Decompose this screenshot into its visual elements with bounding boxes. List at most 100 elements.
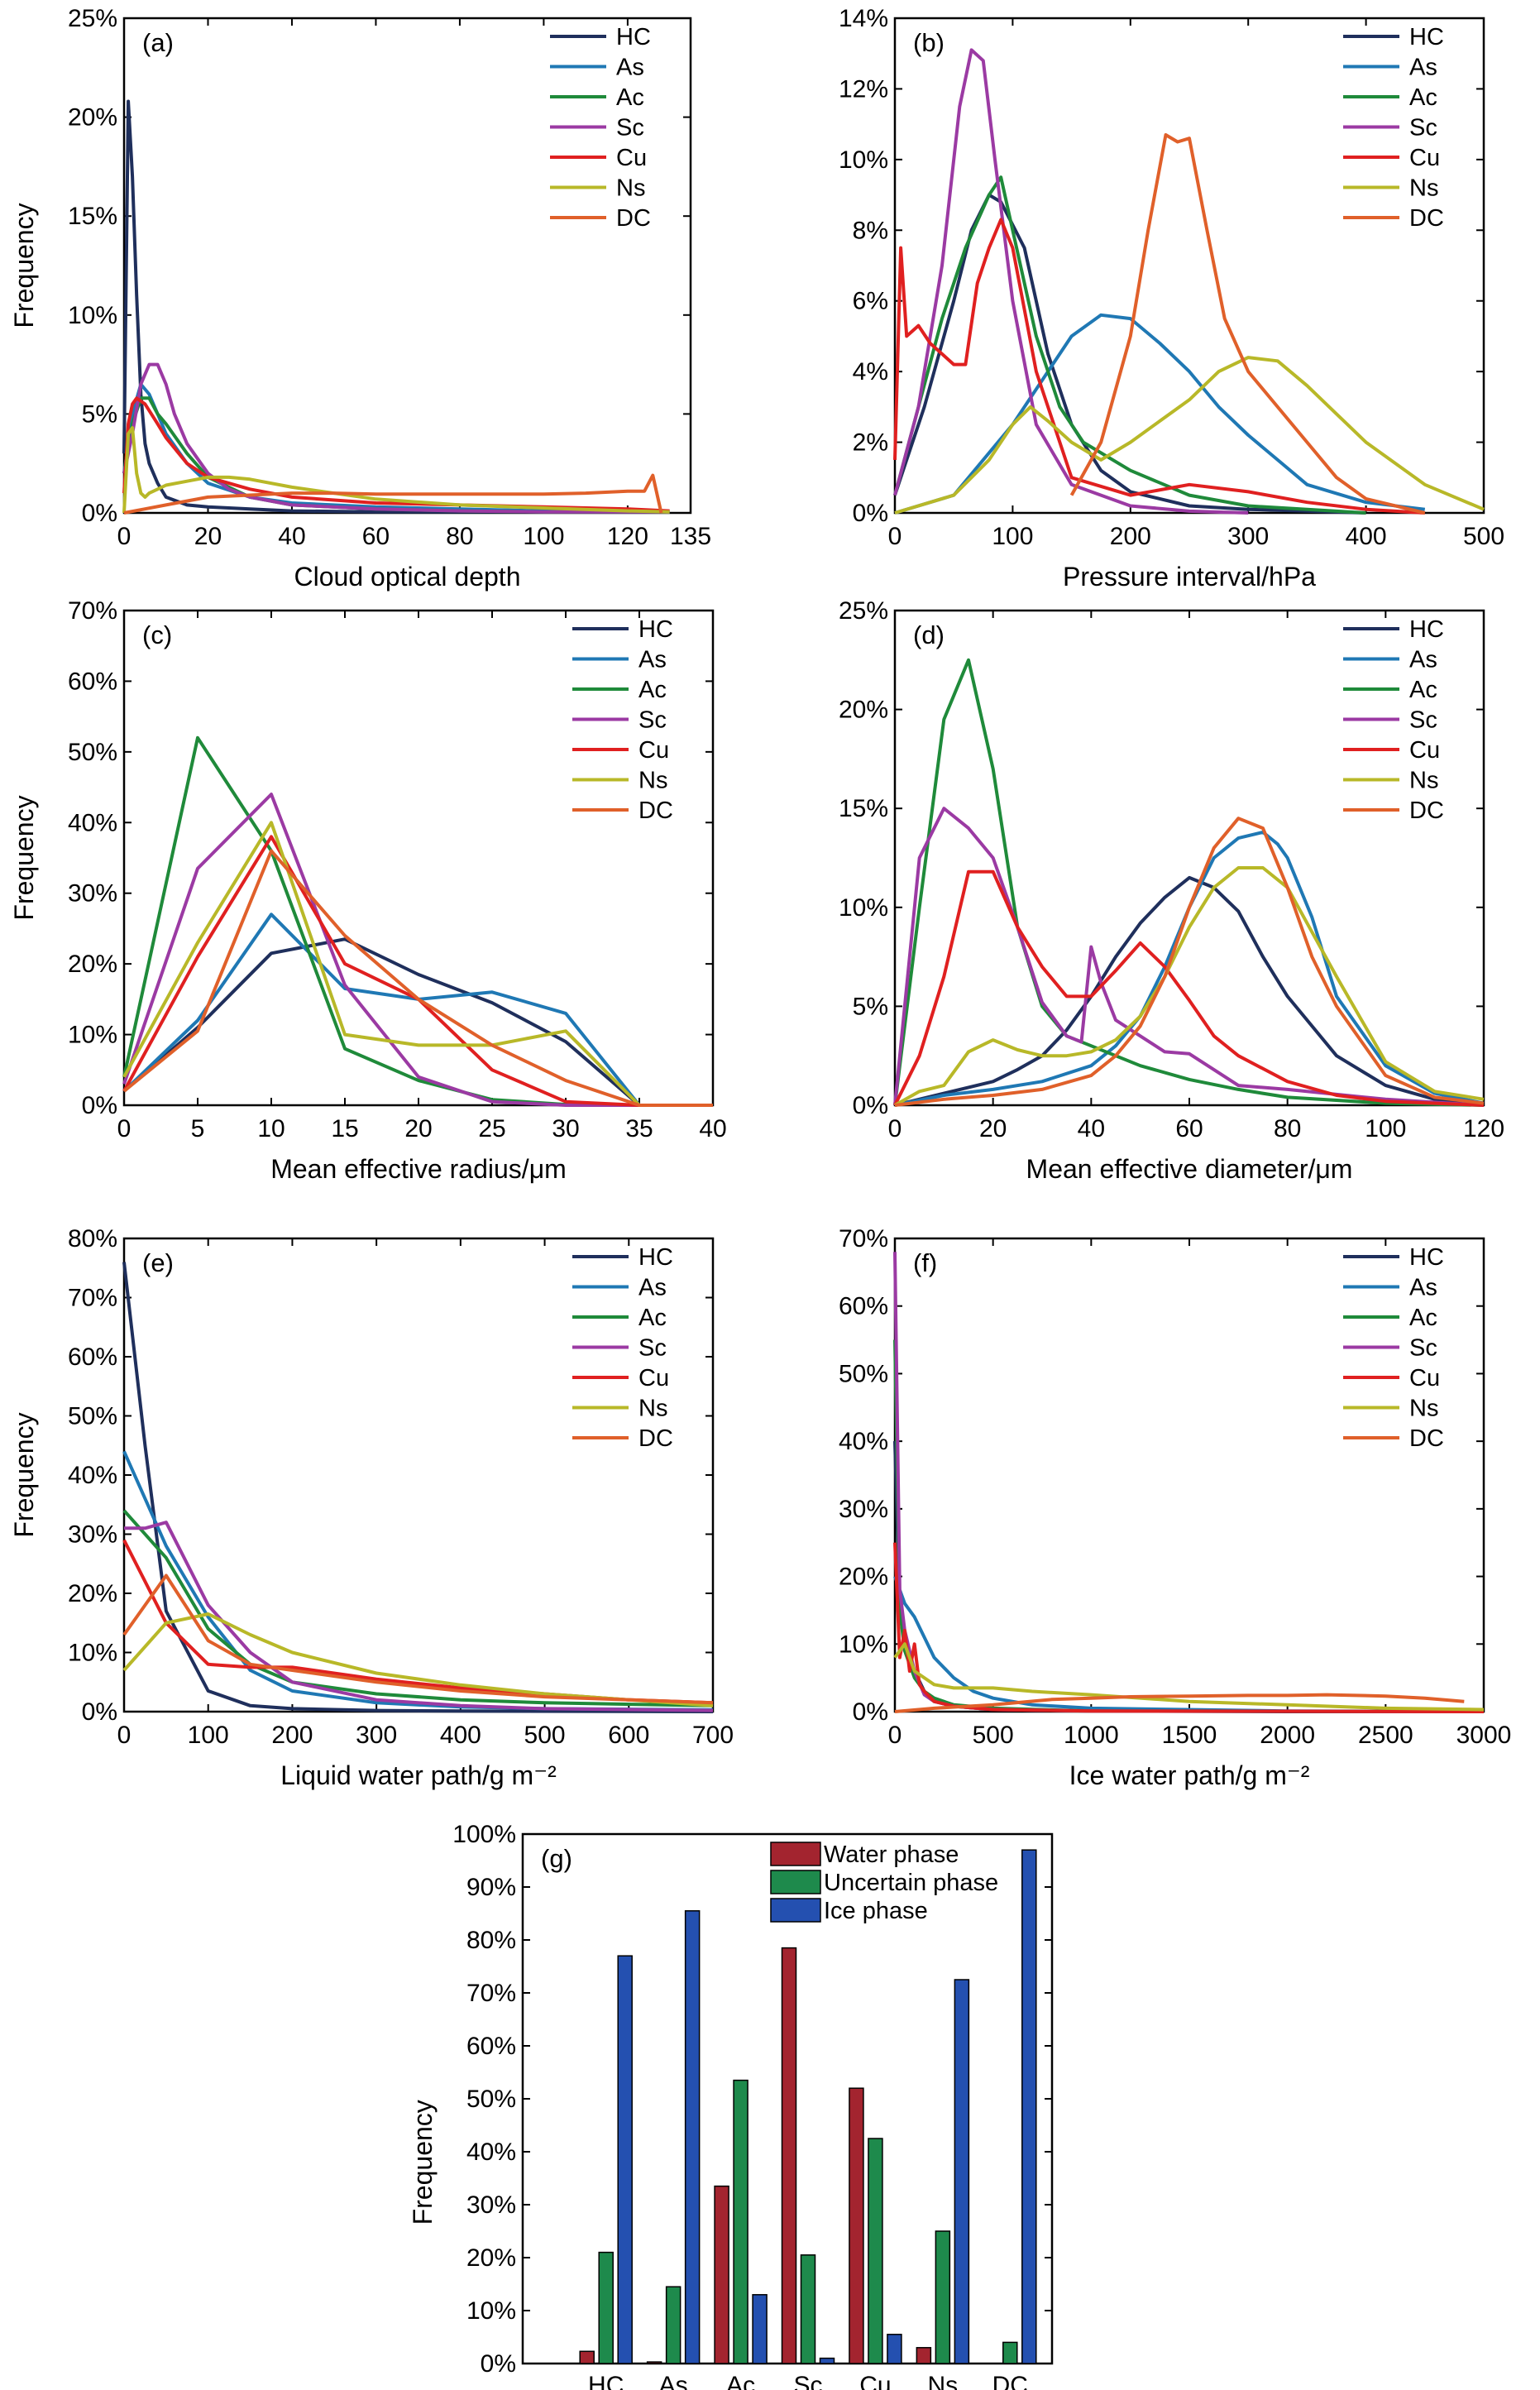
y-tick-label: 70% [466,1980,516,2007]
x-tick-label: 30 [552,1115,579,1142]
x-tick-label: 120 [1463,1115,1504,1142]
legend-label-As: As [638,1275,667,1301]
series-line-Sc [122,362,670,514]
y-tick-label: 0% [481,2350,516,2378]
legend-label-DC: DC [638,1425,673,1452]
x-tick-label: 3000 [1456,1722,1512,1749]
x-axis-title: Mean effective diameter/μm [1026,1154,1353,1184]
x-tick-label: Sc [793,2372,822,2390]
x-axis-title: Cloud optical depth [294,562,521,592]
legend-label-Cu: Cu [616,145,647,171]
series-line-Cu [893,218,1425,515]
y-tick-label: 20% [466,2244,516,2272]
legend-label-Cu: Cu [638,1365,669,1391]
x-tick-label: 500 [1463,523,1504,550]
legend-label-Ns: Ns [638,768,667,794]
plot-frame [122,17,692,515]
legend-label-As: As [616,55,644,81]
series-line-Ns [893,1642,1485,1712]
x-axis-title: Mean effective radius/μm [270,1154,567,1184]
legend-label-As: As [1409,1275,1437,1301]
y-tick-label: 60% [68,1343,117,1371]
series-line-DC [1069,133,1426,515]
legend-label-Ac: Ac [638,677,667,703]
x-tick-label: 400 [1346,523,1387,550]
panel-label: (a) [142,28,174,57]
panel-c: 0% 10% 20% 30% 40% 50% 60% 70% (c) Frequency 0 5 10 1… [9,597,727,1184]
x-tick-label: 120 [607,523,648,550]
bar-Ac-0 [714,2185,729,2364]
legend-label-As: As [638,647,667,673]
y-tick-label: 40% [466,2139,516,2166]
bar-HC-2 [617,1955,633,2364]
plot-frame [122,609,715,1107]
x-tick-label: 500 [524,1722,566,1749]
series-line-Ns [894,866,1485,1107]
y-tick-label: 5% [82,400,117,428]
x-axis-title: Ice water path/g m⁻² [1069,1760,1310,1790]
y-tick-label: 10% [839,1631,888,1658]
y-tick-label: 12% [839,75,888,103]
series-line-As [894,313,1426,515]
y-tick-label: 0% [853,500,888,527]
y-tick-label: 80% [466,1927,516,1954]
y-axis-title: Frequency [408,2100,438,2225]
x-tick-label: 0 [117,1722,132,1749]
series-line-Ns [122,821,713,1107]
y-tick-label: 0% [853,1698,888,1726]
legend-label-Sc: Sc [638,707,667,734]
legend-label-Ac: Ac [1409,84,1437,111]
legend-label-Sc: Sc [638,1335,667,1362]
legend-label-Cu: Cu [638,737,669,764]
y-tick-label: 60% [466,2033,516,2060]
legend-label-HC: HC [1409,1244,1444,1271]
x-tick-label: 0 [888,1722,902,1749]
series-line-DC [123,473,663,515]
y-tick-label: 40% [68,1462,117,1489]
x-tick-label: 20 [979,1115,1007,1142]
y-tick-label: 10% [68,1640,117,1667]
y-tick-label: 4% [853,358,888,386]
legend-label-Ns: Ns [616,175,645,202]
legend-label-As: As [1409,55,1437,81]
legend-label-1: Uncertain phase [824,1870,998,1896]
y-tick-label: 30% [839,1496,888,1523]
x-tick-label: 5 [191,1115,205,1142]
bar-Sc-0 [781,1947,797,2364]
y-tick-label: 15% [839,795,888,822]
bar-DC-2 [1021,1849,1037,2364]
y-tick-label: 100% [452,1821,516,1848]
x-tick-label: 700 [692,1722,734,1749]
series-line-Cu [893,1542,1485,1713]
y-tick-label: 10% [839,894,888,922]
series-line-Cu [122,835,713,1107]
x-tick-label: 300 [1227,523,1269,550]
y-tick-label: 60% [839,1293,888,1320]
x-tick-label: 40 [278,523,305,550]
x-tick-label: 20 [194,523,222,550]
x-tick-label: 1000 [1064,1722,1119,1749]
y-tick-label: 80% [68,1225,117,1252]
series-line-HC [894,875,1485,1107]
panel-label: (d) [913,620,945,649]
panel-label: (g) [541,1844,572,1873]
y-tick-label: 0% [82,1092,117,1119]
bar-As-2 [684,1910,701,2364]
x-tick-label: 600 [608,1722,649,1749]
legend-label-Ns: Ns [1409,768,1438,794]
bar-Ac-1 [733,2079,748,2364]
x-tick-label: DC [992,2372,1028,2390]
x-tick-label: As [659,2372,688,2390]
series-line-Ac [893,175,1366,515]
legend-label-Ns: Ns [1409,175,1438,202]
legend-label-Sc: Sc [616,115,644,141]
y-tick-label: 25% [68,5,117,32]
y-axis-title: Frequency [9,1412,39,1537]
bar-Cu-1 [868,2138,883,2364]
bar-DC-1 [1002,2341,1018,2364]
y-tick-label: 10% [839,146,888,174]
legend-swatch-0 [770,1842,821,1866]
x-tick-label: 0 [888,523,902,550]
y-tick-label: 10% [466,2297,516,2325]
legend-label-Cu: Cu [1409,1365,1440,1391]
